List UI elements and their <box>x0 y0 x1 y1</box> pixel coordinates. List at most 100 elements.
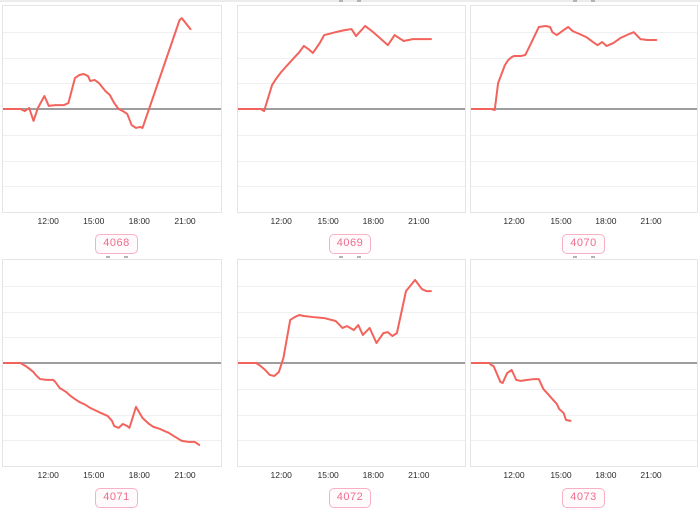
gridline <box>471 414 697 416</box>
x-axis: 12:00 15:00 18:00 21:00 <box>2 467 222 484</box>
series-line <box>471 26 656 110</box>
title-fragment <box>123 256 128 258</box>
plot-area <box>237 259 466 467</box>
x-tick-label: 12:00 <box>503 470 525 480</box>
clipped-header-strip <box>0 0 700 2</box>
title-fragment <box>105 256 110 258</box>
gridline <box>3 134 221 136</box>
chart-id-row: 4069 <box>233 233 467 254</box>
x-axis: 12:00 15:00 18:00 21:00 <box>470 213 698 230</box>
gridline <box>3 337 221 339</box>
line-chart-svg <box>471 6 697 212</box>
gridline <box>238 160 465 162</box>
x-tick-label: 12:00 <box>270 470 292 480</box>
gridline <box>238 337 465 339</box>
x-tick-label: 18:00 <box>128 216 150 226</box>
chart-panel: 12:00 15:00 18:00 21:00 4072 <box>233 253 467 508</box>
line-chart-svg <box>3 6 221 212</box>
clipped-chart-title <box>233 253 467 259</box>
x-tick-label: 15:00 <box>550 470 572 480</box>
x-tick-label: 15:00 <box>83 470 105 480</box>
chart-id-badge[interactable]: 4072 <box>328 488 372 508</box>
chart-id-row: 4071 <box>0 487 233 508</box>
zero-baseline <box>238 108 465 110</box>
gridline <box>238 83 465 85</box>
zero-baseline <box>238 362 465 364</box>
x-tick-label: 18:00 <box>128 470 150 480</box>
x-tick-label: 18:00 <box>595 470 617 480</box>
plot-area <box>237 5 466 213</box>
plot-area <box>470 259 698 467</box>
x-tick-label: 21:00 <box>640 470 662 480</box>
title-fragment <box>572 256 577 258</box>
x-tick-label: 15:00 <box>550 216 572 226</box>
zero-baseline <box>3 362 221 364</box>
gridline <box>471 186 697 188</box>
gridline <box>238 134 465 136</box>
gridline <box>238 57 465 59</box>
gridline <box>471 57 697 59</box>
line-chart-svg <box>238 260 465 466</box>
gridline <box>238 285 465 287</box>
title-fragment <box>357 256 361 258</box>
x-tick-label: 18:00 <box>362 470 384 480</box>
gridline <box>238 388 465 390</box>
gridline <box>471 31 697 33</box>
gridline <box>3 414 221 416</box>
gridline <box>471 337 697 339</box>
chart-panel: 12:00 15:00 18:00 21:00 4069 <box>233 0 467 254</box>
title-fragment <box>357 0 361 2</box>
gridline <box>238 31 465 33</box>
x-tick-label: 12:00 <box>37 216 59 226</box>
series-line <box>238 280 431 376</box>
chart-id-row: 4070 <box>467 233 700 254</box>
x-tick-label: 12:00 <box>503 216 525 226</box>
chart-id-badge[interactable]: 4068 <box>95 234 138 254</box>
x-tick-label: 18:00 <box>362 216 384 226</box>
chart-panel: 12:00 15:00 18:00 21:00 4068 <box>0 0 233 254</box>
x-tick-label: 15:00 <box>317 216 339 226</box>
clipped-chart-title <box>0 253 233 259</box>
gridline <box>238 186 465 188</box>
gridline <box>3 83 221 85</box>
x-tick-label: 21:00 <box>640 216 662 226</box>
gridline <box>3 186 221 188</box>
plot-area <box>2 5 222 213</box>
x-axis: 12:00 15:00 18:00 21:00 <box>237 213 466 230</box>
plot-area <box>470 5 698 213</box>
x-tick-label: 21:00 <box>408 216 430 226</box>
gridline <box>471 83 697 85</box>
gridline <box>238 311 465 313</box>
zero-baseline <box>471 362 697 364</box>
zero-baseline <box>3 108 221 110</box>
title-fragment <box>572 0 577 2</box>
series-line <box>471 363 570 421</box>
gridline <box>471 440 697 442</box>
series-line <box>3 363 199 445</box>
zero-baseline <box>471 108 697 110</box>
clipped-chart-title <box>467 253 700 259</box>
gridline <box>471 311 697 313</box>
series-line <box>238 26 431 111</box>
plot-area <box>2 259 222 467</box>
gridline <box>238 440 465 442</box>
line-chart-svg <box>3 260 221 466</box>
gridline <box>3 311 221 313</box>
gridline <box>471 160 697 162</box>
line-chart-svg <box>238 6 465 212</box>
title-fragment <box>339 256 343 258</box>
title-fragment <box>590 256 595 258</box>
chart-panel: 12:00 15:00 18:00 21:00 4073 <box>467 253 700 508</box>
chart-id-badge[interactable]: 4071 <box>95 488 138 508</box>
chart-id-badge[interactable]: 4069 <box>328 234 372 254</box>
x-tick-label: 21:00 <box>408 470 430 480</box>
chart-id-badge[interactable]: 4070 <box>562 234 605 254</box>
x-tick-label: 15:00 <box>83 216 105 226</box>
gridline <box>471 134 697 136</box>
gridline <box>3 440 221 442</box>
chart-id-row: 4072 <box>233 487 467 508</box>
line-chart-svg <box>471 260 697 466</box>
chart-id-badge[interactable]: 4073 <box>562 488 605 508</box>
series-line <box>3 18 190 128</box>
